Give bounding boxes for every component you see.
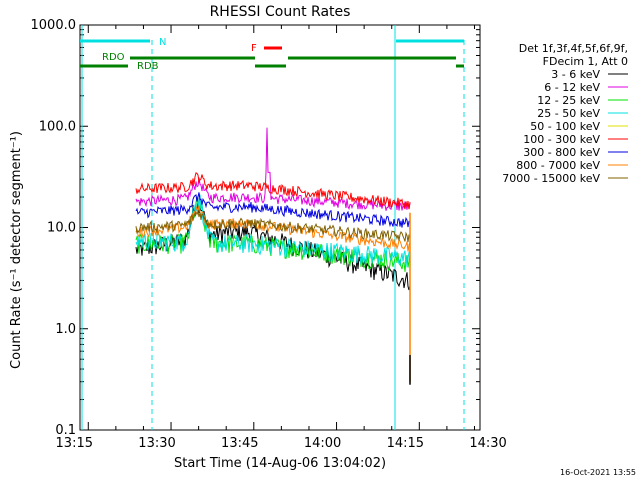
legend-entry: 25 - 50 keV: [537, 107, 600, 120]
x-axis-label: Start Time (14-Aug-06 13:04:02): [174, 456, 386, 471]
series-line-1: [135, 127, 411, 211]
chart-title: RHESSI Count Rates: [210, 4, 351, 20]
label-rdb: RDB: [137, 61, 159, 72]
y-axis-label: Count Rate (s⁻¹ detector segment⁻¹): [9, 131, 24, 369]
y-tick-label: 100.0: [39, 119, 76, 134]
x-tick-label: 14:15: [387, 436, 424, 451]
series-line-7: [135, 205, 411, 252]
y-tick-label: 1000.0: [31, 18, 77, 33]
legend: Det 1f,3f,4f,5f,6f,9f,FDecim 1, Att 03 -…: [502, 42, 628, 185]
legend-header: Det 1f,3f,4f,5f,6f,9f,: [519, 42, 628, 55]
x-tick-label: 14:30: [469, 436, 506, 451]
y-tick-label: 0.1: [55, 423, 76, 438]
legend-entry: 100 - 300 keV: [523, 133, 600, 146]
legend-entry: 800 - 7000 keV: [516, 159, 600, 172]
timestamp: 16-Oct-2021 13:55: [560, 468, 636, 477]
annotations: N RDO RDB F: [80, 25, 465, 430]
series-line-6: [135, 192, 411, 228]
y-axis: 0.1 1.0 10.0 100.0 1000.0: [31, 18, 480, 438]
series-line-8: [135, 209, 411, 243]
x-tick-label: 13:45: [221, 436, 258, 451]
legend-entry: 6 - 12 keV: [544, 81, 600, 94]
series-line-3: [135, 194, 411, 268]
legend-entry: 7000 - 15000 keV: [502, 172, 600, 185]
label-f: F: [251, 43, 257, 54]
x-tick-label: 13:30: [138, 436, 175, 451]
label-n: N: [159, 37, 166, 48]
x-tick-label: 14:00: [304, 436, 341, 451]
x-tick-label: 13:15: [56, 436, 93, 451]
legend-entry: 12 - 25 keV: [537, 94, 600, 107]
series-group: [135, 127, 411, 385]
legend-entry: 50 - 100 keV: [530, 120, 600, 133]
series-line-5: [135, 172, 411, 210]
y-tick-label: 1.0: [55, 322, 76, 337]
legend-entry: 3 - 6 keV: [551, 68, 600, 81]
label-rdo: RDO: [102, 52, 125, 63]
legend-entry: 300 - 800 keV: [523, 146, 600, 159]
legend-header: FDecim 1, Att 0: [543, 55, 628, 68]
y-tick-label: 10.0: [47, 221, 76, 236]
x-axis: 13:15 13:30 13:45 14:00 14:15 14:30: [56, 25, 507, 451]
